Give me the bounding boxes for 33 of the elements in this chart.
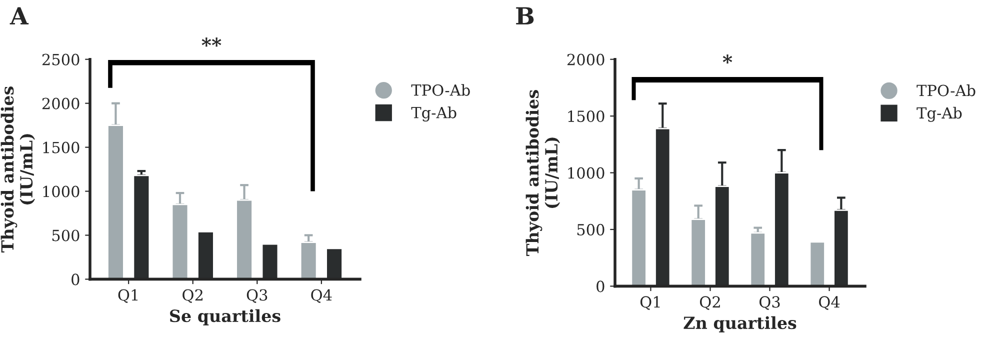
x-axis-title: Zn quartiles — [684, 316, 796, 332]
x-tick-label: Q4 — [819, 296, 840, 310]
chart-title: A — [10, 7, 29, 24]
x-tick-label: Q3 — [246, 289, 268, 303]
y-axis-title: Thyoid antibodies (IU/mL) — [526, 90, 560, 256]
y-tick-label: 0 — [596, 280, 604, 292]
x-tick-label: Q2 — [700, 296, 720, 310]
y-tick-label: 0 — [72, 274, 80, 286]
bar — [750, 232, 766, 286]
x-tick-label: Q1 — [640, 296, 660, 310]
y-tick-label: 1000 — [568, 167, 604, 179]
y-tick-label: 2000 — [567, 54, 604, 66]
y-tick-label: 2000 — [42, 98, 80, 110]
y-tick-label: 1000 — [43, 186, 80, 198]
legend-label: Tg-Ab — [411, 106, 456, 122]
y-tick-label: 1500 — [43, 142, 80, 154]
y-tick-label: 1500 — [568, 110, 604, 122]
y-tick-label: 500 — [52, 230, 80, 242]
legend-label: TPO-Ab — [916, 84, 976, 96]
y-axis-title: Thyoid antibodies (IU/mL) — [0, 86, 35, 252]
bar — [809, 241, 826, 286]
x-tick-label: Q2 — [182, 289, 202, 303]
legend-label: Tg-Ab — [916, 106, 962, 122]
y-tick-label: 500 — [577, 224, 604, 236]
chart-title: B — [516, 7, 534, 24]
annotation: * — [722, 54, 732, 64]
text: ** — [202, 38, 222, 47]
y-tick-label: 2500 — [42, 54, 80, 66]
x-tick-label: Q4 — [311, 289, 332, 303]
legend-label: TPO-Ab — [411, 84, 470, 96]
x-axis-title: Se quartiles — [170, 309, 280, 326]
x-tick-label: Q3 — [759, 296, 780, 310]
x-tick-label: Q1 — [118, 289, 138, 303]
